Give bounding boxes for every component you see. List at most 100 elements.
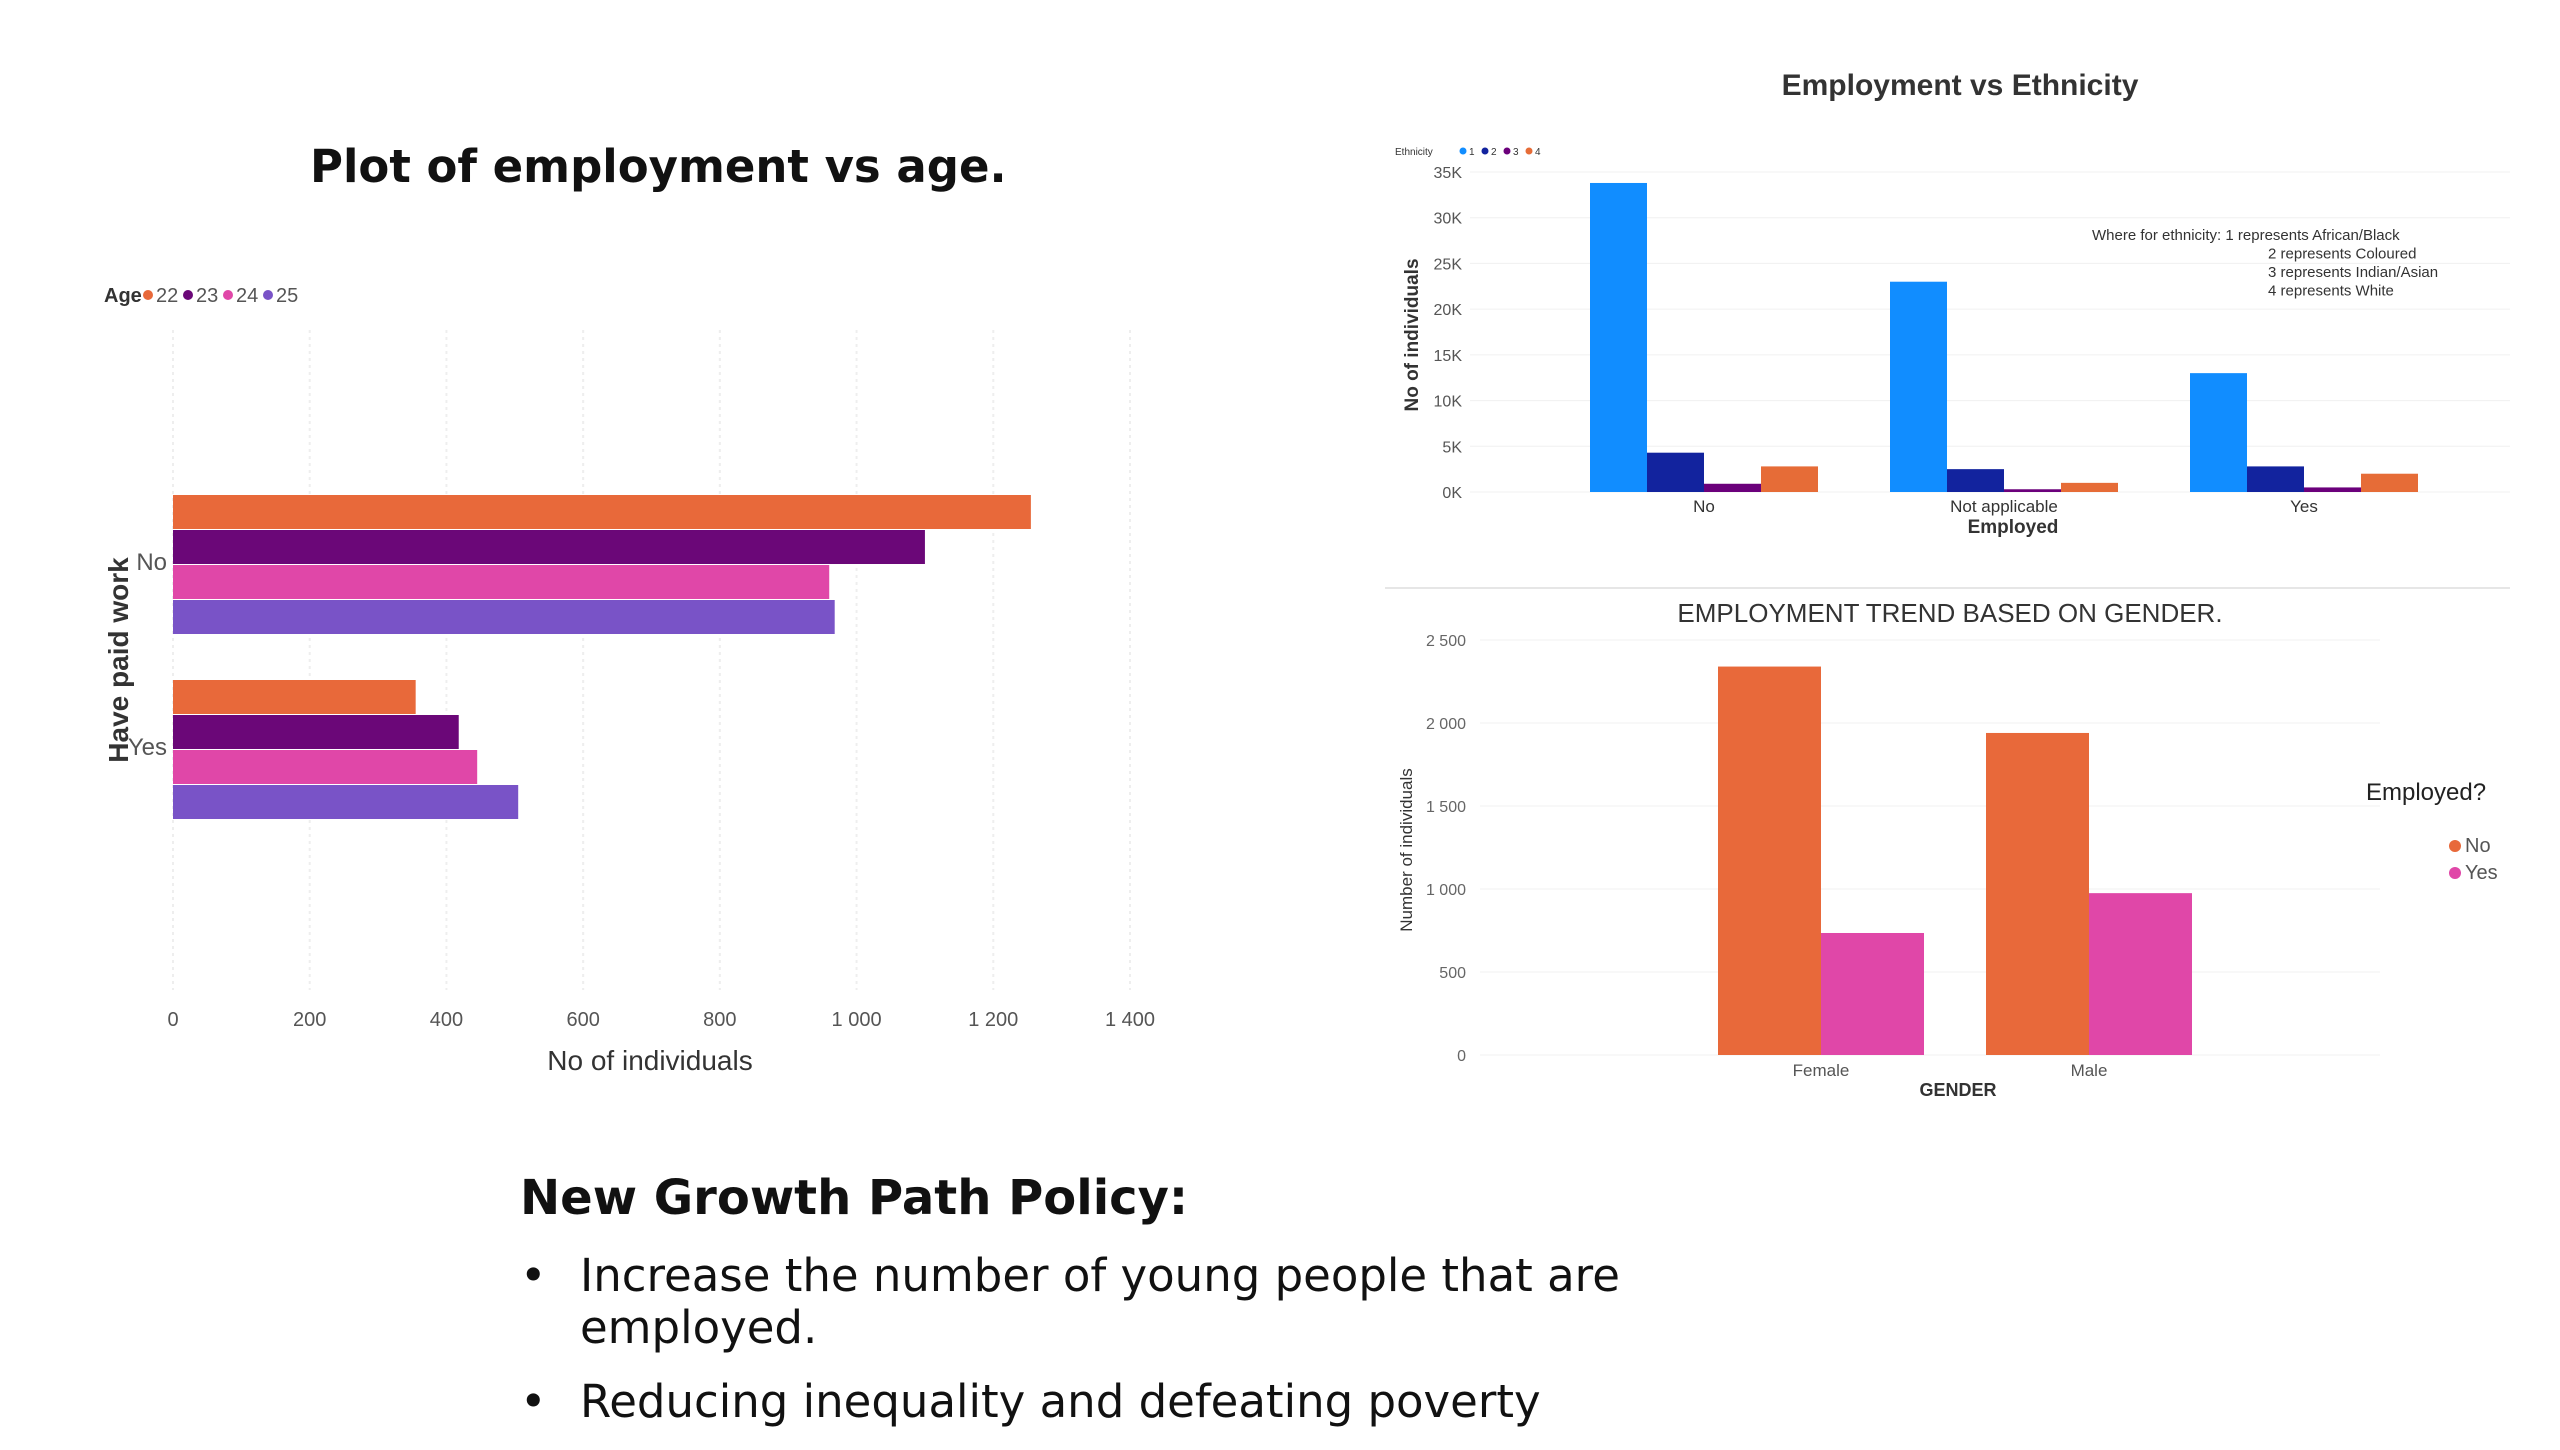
bar-ethnicity-3-0: [1704, 483, 1761, 492]
legend-label: 25: [276, 285, 298, 307]
x-category-label: Male: [2071, 1061, 2108, 1080]
x-axis-label: No of individuals: [547, 1045, 752, 1076]
ethnicity-note: Where for ethnicity: 1 represents Africa…: [2092, 227, 2400, 244]
bar-24-no: [173, 565, 830, 599]
x-tick-label: 800: [703, 1009, 736, 1031]
y-tick-label: 2 500: [1426, 633, 1466, 650]
bar-gender-no-female: [1718, 666, 1821, 1055]
legend-marker: [2449, 840, 2461, 852]
y-tick-label: 5K: [1442, 439, 1462, 456]
y-tick-label: 2 000: [1426, 716, 1466, 733]
x-category-label: Not applicable: [1950, 497, 2058, 516]
policy-bullet: • Increase the number of young people th…: [520, 1250, 1720, 1354]
x-tick-label: 600: [566, 1009, 599, 1031]
legend-marker: [1525, 147, 1533, 155]
x-category-label: Yes: [2290, 497, 2318, 516]
y-axis-label: Number of individuals: [1397, 768, 1416, 931]
x-tick-label: 1 400: [1105, 1009, 1155, 1031]
legend-marker: [183, 290, 193, 300]
legend-title: Age: [104, 285, 142, 307]
bar-22-yes: [173, 680, 416, 714]
y-tick-label: 10K: [1434, 394, 1463, 411]
policy-bullet-text: Increase the number of young people that…: [580, 1249, 1620, 1354]
y-tick-label: 1 500: [1426, 799, 1466, 816]
legend-label: 22: [156, 285, 178, 307]
bar-gender-no-male: [1986, 732, 2089, 1055]
bar-22-no: [173, 495, 1031, 529]
legend-marker: [1503, 147, 1511, 155]
y-tick-label: 30K: [1434, 211, 1463, 228]
age-chart: 0 200 400 600 800 1 000 1 200 1 400 No of indivi…: [103, 285, 1155, 1076]
y-axis-label: No of individuals: [1402, 258, 1423, 411]
ethnicity-note: 3 represents Indian/Asian: [2268, 264, 2438, 281]
y-category-label: Yes: [128, 734, 167, 761]
legend-label: Yes: [2465, 862, 2498, 884]
x-tick-label: 1 200: [968, 1009, 1018, 1031]
legend-label: 3: [1513, 147, 1519, 158]
gender-chart: EMPLOYMENT TREND BASED ON GENDER. 0 500 1 0…: [1397, 598, 2498, 1100]
x-tick-label: 200: [293, 1009, 326, 1031]
bar-gender-yes-male: [2089, 893, 2192, 1055]
ethnicity-chart-title: Employment vs Ethnicity: [1782, 69, 2139, 102]
ethnicity-note: 4 represents White: [2268, 283, 2394, 300]
bar-ethnicity-4-0: [1761, 466, 1818, 492]
x-category-label: Female: [1793, 1061, 1850, 1080]
legend-marker: [263, 290, 273, 300]
legend-label: 2: [1491, 147, 1497, 158]
x-axis-label: GENDER: [1919, 1080, 1996, 1100]
policy-title: New Growth Path Policy:: [520, 1170, 1189, 1226]
bar-gender-yes-female: [1821, 932, 1924, 1055]
legend-label: 23: [196, 285, 218, 307]
x-tick-label: 400: [430, 1009, 463, 1031]
y-tick-label: 500: [1439, 965, 1466, 982]
age-chart-title: Plot of employment vs age.: [310, 140, 1007, 193]
ethnicity-note: 2 represents Coloured: [2268, 246, 2416, 263]
gender-chart-title: EMPLOYMENT TREND BASED ON GENDER.: [1677, 598, 2222, 628]
bar-23-yes: [173, 715, 459, 749]
bar-24-yes: [173, 750, 478, 784]
bar-ethnicity-2-2: [2247, 466, 2304, 492]
legend-marker: [143, 290, 153, 300]
bar-23-no: [173, 530, 925, 564]
legend-label: 1: [1469, 147, 1475, 158]
bar-ethnicity-1-2: [2190, 373, 2247, 492]
bar-ethnicity-3-1: [2004, 489, 2061, 492]
y-tick-label: 25K: [1434, 256, 1463, 273]
y-tick-label: 35K: [1434, 165, 1463, 182]
bar-ethnicity-1-0: [1590, 182, 1647, 492]
bullet-icon: •: [520, 1375, 547, 1428]
bar-25-yes: [173, 785, 519, 819]
bar-25-no: [173, 600, 835, 634]
bar-ethnicity-2-0: [1647, 452, 1704, 492]
y-tick-label: 20K: [1434, 302, 1463, 319]
policy-bullets: • Increase the number of young people th…: [520, 1250, 1720, 1450]
legend-marker: [1459, 147, 1467, 155]
legend-label: 4: [1535, 147, 1541, 158]
policy-bullet: • Reducing inequality and defeating pove…: [520, 1376, 1720, 1428]
y-tick-label: 0K: [1442, 485, 1462, 502]
bar-ethnicity-4-2: [2361, 473, 2418, 492]
x-category-label: No: [1693, 497, 1715, 516]
y-axis-label: Have paid work: [103, 557, 134, 763]
ethnicity-chart: Employment vs Ethnicity 0K 5K 10K 15K 20K 25K 3…: [1395, 69, 2510, 538]
legend-marker: [1481, 147, 1489, 155]
bar-ethnicity-2-1: [1947, 469, 2004, 492]
x-axis-label: Employed: [1968, 517, 2059, 538]
legend-marker: [2449, 867, 2461, 879]
x-tick-label: 1 000: [832, 1009, 882, 1031]
x-tick-label: 0: [167, 1009, 178, 1031]
legend-title: Employed?: [2366, 779, 2486, 806]
policy-bullet-text: Reducing inequality and defeating povert…: [580, 1375, 1541, 1428]
bar-ethnicity-1-1: [1890, 281, 1947, 492]
y-tick-label: 0: [1457, 1048, 1466, 1065]
bar-ethnicity-3-2: [2304, 487, 2361, 492]
bar-ethnicity-4-1: [2061, 482, 2118, 492]
legend-marker: [223, 290, 233, 300]
bullet-icon: •: [520, 1249, 547, 1302]
y-category-label: No: [136, 549, 167, 576]
y-tick-label: 1 000: [1426, 882, 1466, 899]
legend-label: No: [2465, 835, 2491, 857]
legend-label: 24: [236, 285, 258, 307]
legend-title: Ethnicity: [1395, 147, 1433, 158]
